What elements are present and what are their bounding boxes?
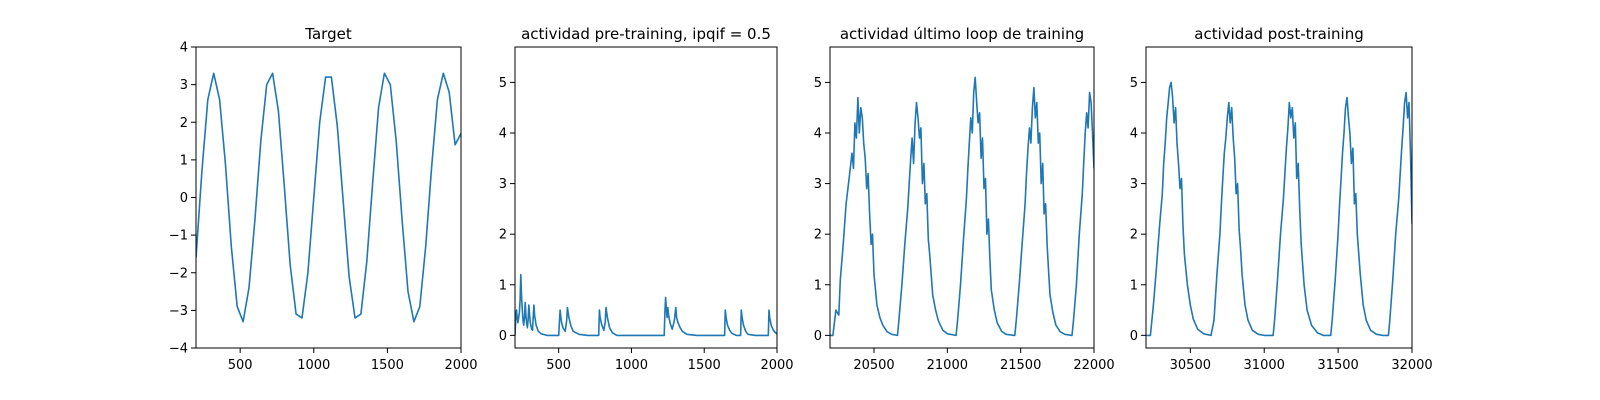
panel-1-ytick-label-2: −2 [169, 266, 188, 281]
panel-4: 30500 31000 31500 32000 0 1 2 3 4 5 actividad post… [1130, 25, 1433, 373]
panel-1-ytick-label-2: 2 [180, 116, 188, 131]
panel-3-ytick-label-5: 5 [814, 76, 822, 91]
panel-2-xtick-label-1500: 1500 [688, 358, 721, 373]
panel-1-ytick-label-3: 3 [180, 78, 188, 93]
panel-4-xtick-label-30500: 30500 [1170, 358, 1211, 373]
panel-4-series-line-1 [1146, 81, 1412, 337]
panel-4-xtick-label-32000: 32000 [1391, 358, 1432, 373]
panel-3-axes-frame [829, 46, 1095, 349]
panel-4-xtick-label-31500: 31500 [1317, 358, 1358, 373]
panel-2-xtick-label-500: 500 [546, 358, 571, 373]
panel-3-series-line-1 [830, 76, 1094, 337]
panel-1-ytick-label-4: 4 [180, 41, 188, 56]
panel-1-ytick-label-4: −4 [169, 342, 188, 357]
panel-2-axes-frame [514, 46, 778, 349]
panel-4-ytick-label-5: 5 [1130, 76, 1138, 91]
panel-2-ytick-label-4: 4 [499, 127, 507, 142]
panel-3-title: actividad último loop de training [840, 25, 1084, 43]
panel-4-ytick-label-4: 4 [1130, 127, 1138, 142]
panel-3-xtick-label-21000: 21000 [927, 358, 968, 373]
panel-1: 500 1000 1500 2000 −4 −3 −2 −1 0 1 2 3 4 Target [169, 25, 478, 373]
panel-2-title: actividad pre-training, ipqif = 0.5 [521, 25, 771, 43]
panel-3-ytick-label-1: 1 [814, 278, 822, 293]
panel-4-ytick-label-3: 3 [1130, 177, 1138, 192]
panel-1-title: Target [304, 25, 352, 43]
panel-1-ytick-label-1: −1 [169, 229, 188, 244]
panel-1-xtick-label-500: 500 [228, 358, 253, 373]
panel-3-ytick-label-3: 3 [814, 177, 822, 192]
panel-1-ytick-label-3: −3 [169, 304, 188, 319]
panel-1-ytick-label-0: 0 [180, 191, 188, 206]
panel-3-xtick-label-21500: 21500 [1000, 358, 1041, 373]
panel-3-ytick-label-0: 0 [814, 329, 822, 344]
panel-2-ytick-label-3: 3 [499, 177, 507, 192]
panel-3: 20500 21000 21500 22000 0 1 2 3 4 5 actividad últi… [814, 25, 1115, 373]
panel-1-ytick-label-1: 1 [180, 153, 188, 168]
panel-3-ytick-label-4: 4 [814, 127, 822, 142]
panel-3-ytick-label-2: 2 [814, 228, 822, 243]
panel-4-ytick-label-2: 2 [1130, 228, 1138, 243]
panel-2-xtick-label-2000: 2000 [760, 358, 793, 373]
panel-4-ytick-label-0: 0 [1130, 329, 1138, 344]
panel-4-ytick-label-1: 1 [1130, 278, 1138, 293]
panel-1-xtick-label-1000: 1000 [297, 358, 330, 373]
panel-4-xtick-label-31000: 31000 [1244, 358, 1285, 373]
panel-2-xtick-label-1000: 1000 [615, 358, 648, 373]
panel-4-axes-frame [1145, 46, 1413, 349]
panel-1-axes-frame [195, 46, 462, 349]
panel-2-ytick-label-2: 2 [499, 228, 507, 243]
panel-2-ytick-label-0: 0 [499, 329, 507, 344]
panel-3-xtick-label-20500: 20500 [853, 358, 894, 373]
panel-1-xtick-label-2000: 2000 [444, 358, 477, 373]
panel-3-xtick-label-22000: 22000 [1073, 358, 1114, 373]
panel-1-xtick-label-1500: 1500 [371, 358, 404, 373]
panel-2-series-line-1 [515, 273, 777, 337]
panel-4-title: actividad post-training [1194, 25, 1363, 43]
panel-2-ytick-label-5: 5 [499, 76, 507, 91]
panel-2-ytick-label-1: 1 [499, 278, 507, 293]
panel-1-series-line-1 [196, 72, 461, 323]
panel-2: 500 1000 1500 2000 0 1 2 3 4 5 actividad pre-train… [499, 25, 794, 373]
